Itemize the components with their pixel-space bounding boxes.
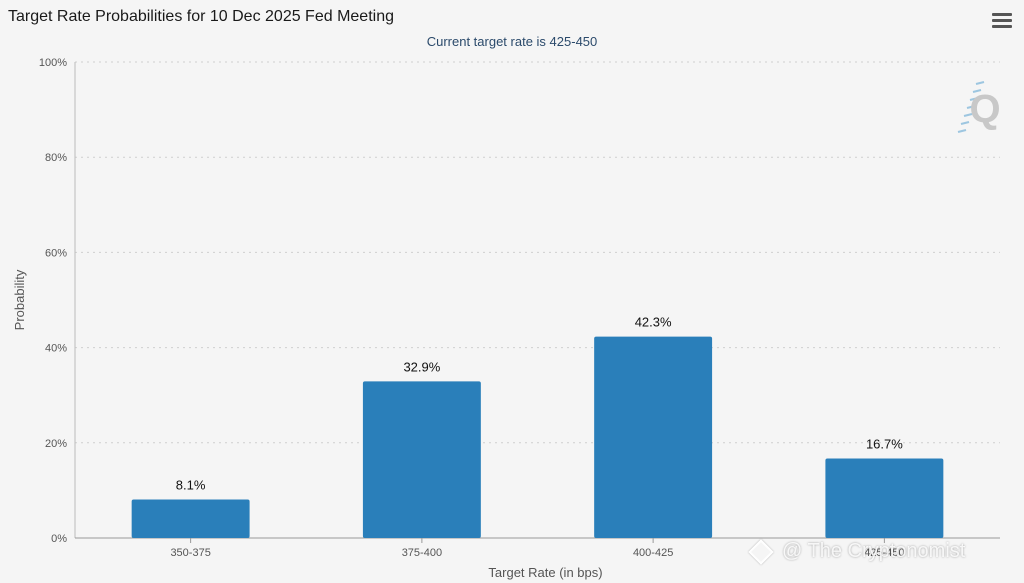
x-tick-label: 350-375: [170, 547, 210, 559]
data-label: 8.1%: [176, 477, 206, 492]
watermark-text: @ The Cryptonomist: [782, 540, 966, 562]
chart-title: Target Rate Probabilities for 10 Dec 202…: [8, 8, 394, 25]
data-label: 42.3%: [635, 315, 672, 330]
bar[interactable]: [362, 381, 481, 538]
bar[interactable]: [825, 458, 944, 538]
bar[interactable]: [131, 499, 250, 538]
watermark: @ The Cryptonomist: [748, 538, 966, 565]
y-axis-title: Probability: [12, 269, 27, 330]
y-tick-label: 40%: [45, 343, 67, 355]
binance-logo-icon: [748, 538, 774, 565]
hamburger-menu-icon[interactable]: [992, 13, 1012, 29]
svg-text:Q: Q: [969, 87, 1000, 131]
chart-subtitle: Current target rate is 425-450: [426, 34, 598, 49]
data-label: 16.7%: [866, 437, 903, 452]
y-tick-label: 80%: [45, 152, 67, 164]
x-tick-label: 400-425: [633, 547, 673, 559]
x-axis-title: Target Rate (in bps): [488, 565, 602, 580]
y-tick-label: 20%: [45, 438, 67, 450]
y-tick-label: 100%: [39, 57, 67, 69]
cme-logo-icon: Q: [957, 81, 1001, 133]
x-tick-label: 375-400: [402, 547, 442, 559]
bar[interactable]: [594, 336, 713, 538]
y-tick-label: 60%: [45, 247, 67, 259]
y-tick-label: 0%: [51, 533, 67, 545]
data-label: 32.9%: [403, 359, 440, 374]
x-tick-label: 425-450: [864, 547, 904, 559]
